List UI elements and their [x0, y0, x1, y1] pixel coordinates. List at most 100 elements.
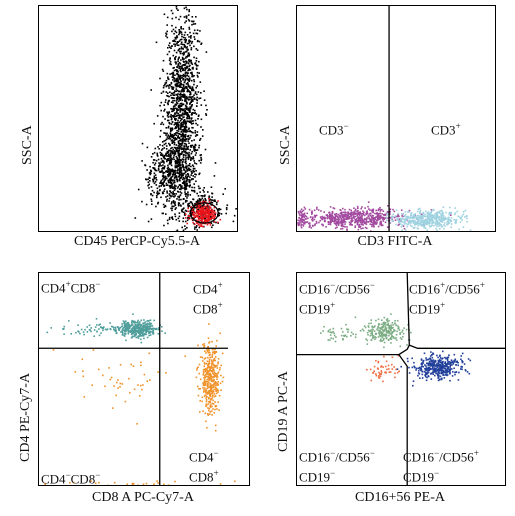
event-dot — [119, 386, 121, 388]
event-dot — [157, 192, 159, 194]
event-dot — [413, 216, 416, 219]
event-dot — [175, 155, 178, 158]
event-dot — [171, 30, 173, 33]
event-dot — [194, 92, 197, 95]
event-dot — [135, 321, 137, 324]
event-dot — [383, 337, 385, 340]
event-dot — [106, 329, 108, 331]
event-dot — [379, 210, 382, 212]
event-dot — [441, 361, 444, 363]
event-dot — [183, 138, 186, 141]
event-dot — [214, 348, 216, 351]
event-dot — [132, 313, 134, 315]
event-dot — [156, 192, 158, 194]
event-dot — [192, 20, 195, 23]
event-dot — [193, 186, 196, 189]
event-dot — [185, 51, 187, 53]
event-dot — [165, 82, 168, 84]
event-dot — [434, 221, 436, 224]
event-dot — [89, 329, 91, 331]
event-dot — [179, 84, 182, 86]
event-dot — [178, 175, 180, 177]
event-dot — [191, 87, 194, 89]
event-dot — [397, 218, 400, 220]
event-dot — [426, 376, 428, 379]
event-dot — [124, 330, 126, 333]
event-dot — [177, 57, 180, 59]
event-dot — [201, 195, 204, 197]
event-dot — [181, 113, 184, 115]
event-dot — [152, 332, 155, 334]
event-dot — [206, 360, 209, 363]
event-dot — [427, 216, 429, 219]
event-dot — [403, 223, 406, 225]
event-dot — [171, 128, 174, 130]
event-dot — [207, 213, 209, 215]
event-dot — [185, 108, 188, 110]
event-dot — [184, 142, 186, 145]
event-dot — [168, 173, 170, 175]
event-dot — [127, 323, 130, 325]
event-dot — [178, 174, 181, 176]
event-dot — [433, 224, 435, 227]
event-dot — [349, 223, 351, 226]
event-dot — [429, 222, 431, 224]
event-dot — [176, 35, 178, 37]
event-dot — [63, 325, 65, 328]
event-dot — [207, 217, 210, 220]
event-dot — [176, 166, 178, 168]
event-dot — [208, 392, 211, 395]
event-dot — [180, 108, 183, 110]
event-dot — [436, 369, 439, 371]
event-dot — [182, 109, 184, 112]
event-dot — [130, 363, 132, 366]
event-dot — [183, 44, 186, 46]
event-dot — [90, 327, 92, 329]
event-dot — [161, 154, 164, 156]
event-dot — [164, 205, 167, 208]
event-dot — [361, 206, 363, 208]
event-dot — [371, 331, 373, 333]
event-dot — [169, 187, 172, 189]
event-dot — [396, 330, 398, 333]
event-dot — [186, 86, 188, 89]
event-dot — [129, 324, 131, 327]
event-dot — [214, 429, 217, 432]
event-dot — [444, 225, 446, 227]
event-dot — [158, 162, 160, 164]
event-dot — [430, 373, 432, 375]
event-dot — [169, 179, 172, 181]
plot-area-cd8-cd4: CD4+CD8− CD4+ CD8+ CD4−CD8− CD4− CD8+ — [38, 272, 250, 486]
event-dot — [413, 215, 415, 217]
event-dot — [406, 344, 408, 346]
scatter-plot-cd45 — [134, 6, 237, 231]
event-dot — [181, 99, 184, 102]
event-dot — [210, 380, 213, 383]
event-dot — [183, 172, 185, 175]
event-dot — [214, 352, 216, 354]
event-dot — [177, 132, 180, 135]
event-dot — [162, 166, 164, 169]
event-dot — [343, 221, 346, 223]
event-dot — [196, 209, 199, 211]
event-dot — [183, 186, 186, 189]
event-dot — [86, 326, 88, 328]
event-dot — [354, 225, 357, 227]
event-dot — [202, 370, 205, 373]
event-dot — [170, 194, 172, 197]
event-dot — [453, 219, 455, 221]
event-dot — [393, 366, 395, 368]
event-dot — [184, 158, 187, 161]
event-dot — [178, 93, 181, 96]
event-dot — [438, 367, 440, 369]
event-dot — [175, 16, 177, 19]
event-dot — [165, 33, 168, 35]
event-dot — [417, 220, 420, 222]
event-dot — [203, 345, 206, 347]
event-dot — [176, 83, 178, 85]
event-dot — [427, 211, 429, 213]
event-dot — [140, 364, 142, 367]
event-dot — [174, 176, 176, 178]
event-dot — [403, 215, 406, 217]
event-dot — [175, 207, 177, 209]
